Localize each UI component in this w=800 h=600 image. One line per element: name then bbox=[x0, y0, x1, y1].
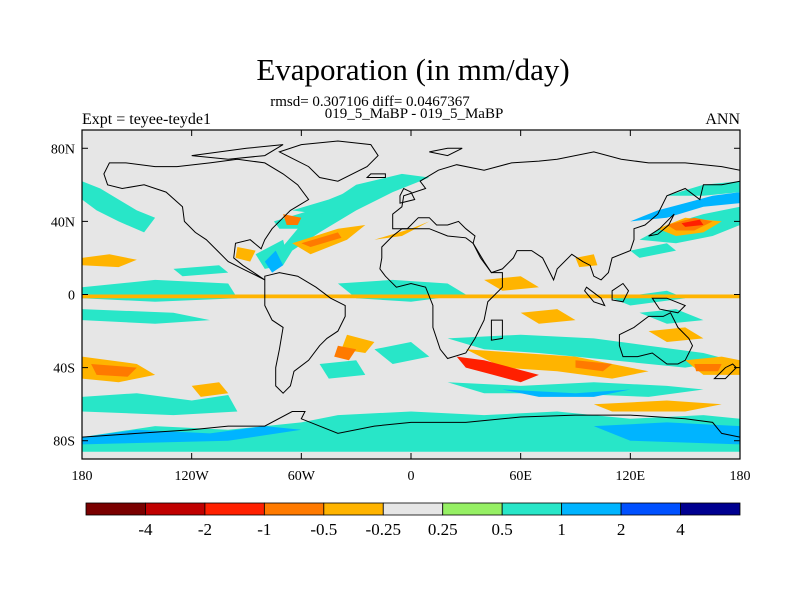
contour-region-28 bbox=[456, 356, 539, 383]
land-outline-arctic-islands bbox=[191, 144, 284, 160]
contour-region-7 bbox=[82, 393, 238, 416]
land-outline-south-america bbox=[264, 272, 346, 394]
contour-region-30 bbox=[447, 382, 704, 397]
contour-region-17 bbox=[255, 239, 287, 269]
land-outline-uk bbox=[399, 187, 416, 204]
colorbar-swatch-4 bbox=[323, 502, 384, 516]
chart-subtitle-case: 019_5_MaBP - 019_5_MaBP bbox=[324, 106, 504, 122]
chart-subtitle-stats: rmsd= 0.307106 diff= 0.0467367 bbox=[270, 94, 470, 110]
y-tick-label-3: 40S bbox=[53, 362, 75, 377]
contour-region-34 bbox=[520, 309, 576, 324]
contour-fills bbox=[82, 173, 740, 452]
contour-region-31 bbox=[502, 389, 631, 397]
contour-region-4 bbox=[82, 309, 210, 324]
contour-region-39 bbox=[575, 254, 598, 268]
experiment-label: Expt = teyee-teyde1 bbox=[82, 111, 211, 128]
contour-region-29 bbox=[575, 360, 613, 372]
y-tick-label-2: 0 bbox=[68, 289, 75, 304]
contour-region-9 bbox=[82, 411, 740, 452]
contour-region-11 bbox=[593, 422, 740, 445]
colorbar-label-9: 4 bbox=[676, 520, 685, 539]
contour-region-8 bbox=[191, 382, 229, 397]
contour-region-48 bbox=[593, 400, 722, 412]
contour-region-1 bbox=[82, 254, 137, 268]
land-outline-new-zealand bbox=[713, 363, 738, 380]
colorbar-label-4: -0.25 bbox=[366, 520, 401, 539]
chart-title: Evaporation (in mm/day) bbox=[256, 52, 570, 87]
x-tick-label-3: 0 bbox=[408, 469, 415, 484]
season-label: ANN bbox=[705, 111, 740, 128]
colorbar-swatch-8 bbox=[561, 502, 622, 516]
contour-region-38 bbox=[484, 276, 539, 291]
contour-region-49 bbox=[630, 243, 676, 258]
contour-region-0 bbox=[82, 181, 156, 233]
contour-region-44 bbox=[681, 219, 704, 227]
continent-outlines bbox=[82, 140, 740, 459]
colorbar-swatch-6 bbox=[442, 502, 503, 516]
colorbar: -4 -2 -1 -0.5 -0.25 0.25 0.5 1 2 4 bbox=[85, 502, 741, 539]
land-outline-svalbard bbox=[429, 147, 463, 157]
contour-region-16 bbox=[301, 232, 342, 247]
land-outline-new-guinea bbox=[651, 297, 687, 314]
land-outline-iceland bbox=[365, 173, 386, 178]
colorbar-label-8: 2 bbox=[617, 520, 626, 539]
contour-region-3 bbox=[173, 265, 229, 277]
x-tick-label-4: 60E bbox=[509, 469, 532, 484]
contour-region-36 bbox=[648, 327, 704, 342]
land-outline-greenland bbox=[278, 140, 379, 182]
contour-region-25 bbox=[319, 360, 366, 379]
x-tick-label-1: 120W bbox=[175, 469, 210, 484]
colorbar-label-7: 1 bbox=[557, 520, 566, 539]
colorbar-swatch-0 bbox=[85, 502, 146, 516]
colorbar-label-1: -2 bbox=[198, 520, 212, 539]
land-outline-sumatra bbox=[584, 286, 606, 307]
x-tick-label-0: 180 bbox=[72, 469, 93, 484]
contour-region-24 bbox=[334, 345, 357, 361]
colorbar-swatch-9 bbox=[620, 502, 681, 516]
land-outline-north-america bbox=[103, 158, 310, 281]
colorbar-swatch-1 bbox=[145, 502, 206, 516]
land-outline-africa bbox=[379, 228, 503, 360]
colorbar-swatch-10 bbox=[680, 502, 741, 516]
x-tick-label-2: 60W bbox=[288, 469, 316, 484]
colorbar-label-2: -1 bbox=[257, 520, 271, 539]
map-axes: 180 120W 60W 0 60E 120E 180 80N 40N 0 40S 80S bbox=[51, 130, 751, 484]
colorbar-label-3: -0.5 bbox=[310, 520, 337, 539]
colorbar-label-0: -4 bbox=[138, 520, 153, 539]
x-tick-label-6: 180 bbox=[730, 469, 751, 484]
colorbar-swatch-7 bbox=[501, 502, 563, 516]
y-tick-label-1: 40N bbox=[51, 215, 75, 230]
y-tick-label-0: 80N bbox=[51, 142, 75, 157]
contour-region-19 bbox=[264, 250, 284, 273]
colorbar-swatch-3 bbox=[263, 502, 325, 516]
land-outline-japan bbox=[648, 213, 675, 237]
contour-region-33 bbox=[694, 364, 722, 372]
colorbar-label-6: 0.5 bbox=[492, 520, 513, 539]
y-tick-label-4: 80S bbox=[53, 435, 75, 450]
contour-region-22 bbox=[374, 342, 430, 364]
land-outline-australia bbox=[618, 312, 694, 365]
contour-region-20 bbox=[292, 192, 357, 215]
contour-region-14 bbox=[283, 214, 302, 225]
land-outline-borneo bbox=[611, 282, 630, 303]
land-outline-madagascar bbox=[490, 319, 503, 341]
colorbar-label-5: 0.25 bbox=[428, 520, 458, 539]
contour-region-18 bbox=[235, 247, 256, 262]
contour-region-10 bbox=[82, 426, 302, 445]
contour-region-47 bbox=[82, 294, 740, 299]
x-tick-label-5: 120E bbox=[616, 469, 646, 484]
contour-region-6 bbox=[91, 364, 137, 377]
colorbar-swatch-5 bbox=[382, 502, 444, 516]
colorbar-swatch-2 bbox=[204, 502, 265, 516]
contour-region-35 bbox=[639, 309, 704, 324]
land-outline-antarctica bbox=[82, 411, 740, 459]
